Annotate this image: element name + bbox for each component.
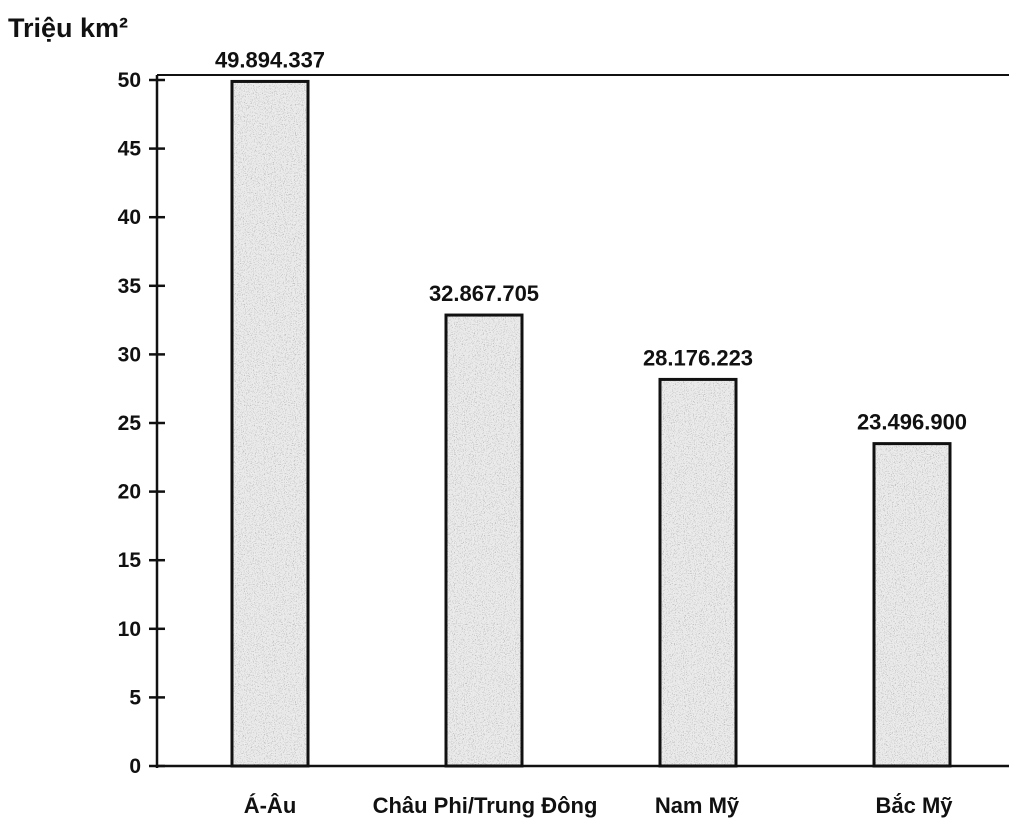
bar-data-label: 28.176.223 <box>643 345 753 370</box>
y-ticks: 0 5 10 15 20 25 30 35 40 45 50 <box>118 69 165 778</box>
bar <box>658 377 738 768</box>
bar-stipple <box>660 379 736 766</box>
y-tick-label: 40 <box>118 206 141 229</box>
y-tick-label: 25 <box>118 412 142 435</box>
y-axis-title: Triệu km² <box>8 13 128 43</box>
bar-stipple <box>446 315 522 766</box>
bar-data-labels: 49.894.337 32.867.705 28.176.223 23.496.900 <box>215 47 967 434</box>
y-tick-label: 50 <box>118 69 141 92</box>
category-label: Châu Phi/Trung Đông <box>373 793 598 818</box>
y-tick-label: 5 <box>129 686 141 709</box>
category-labels: Á-Âu Châu Phi/Trung Đông Nam Mỹ Bắc Mỹ <box>244 793 954 818</box>
y-tick-label: 10 <box>118 618 141 641</box>
bar <box>872 442 952 768</box>
bar <box>444 313 524 768</box>
bar-data-label: 49.894.337 <box>215 47 325 72</box>
y-tick-label: 30 <box>118 343 141 366</box>
bar <box>230 79 310 768</box>
bar-data-label: 23.496.900 <box>857 410 967 435</box>
y-tick-label: 45 <box>118 138 142 161</box>
y-tick-label: 35 <box>118 275 142 298</box>
y-tick-label: 20 <box>118 481 141 504</box>
bars <box>230 79 952 768</box>
bar-stipple <box>874 443 950 766</box>
y-tick-label: 0 <box>129 755 141 778</box>
category-label: Bắc Mỹ <box>875 793 953 818</box>
y-tick-label: 15 <box>118 549 142 572</box>
bar-data-label: 32.867.705 <box>429 281 539 306</box>
category-label: Á-Âu <box>244 793 297 818</box>
category-label: Nam Mỹ <box>655 793 740 818</box>
bar-stipple <box>232 81 308 766</box>
